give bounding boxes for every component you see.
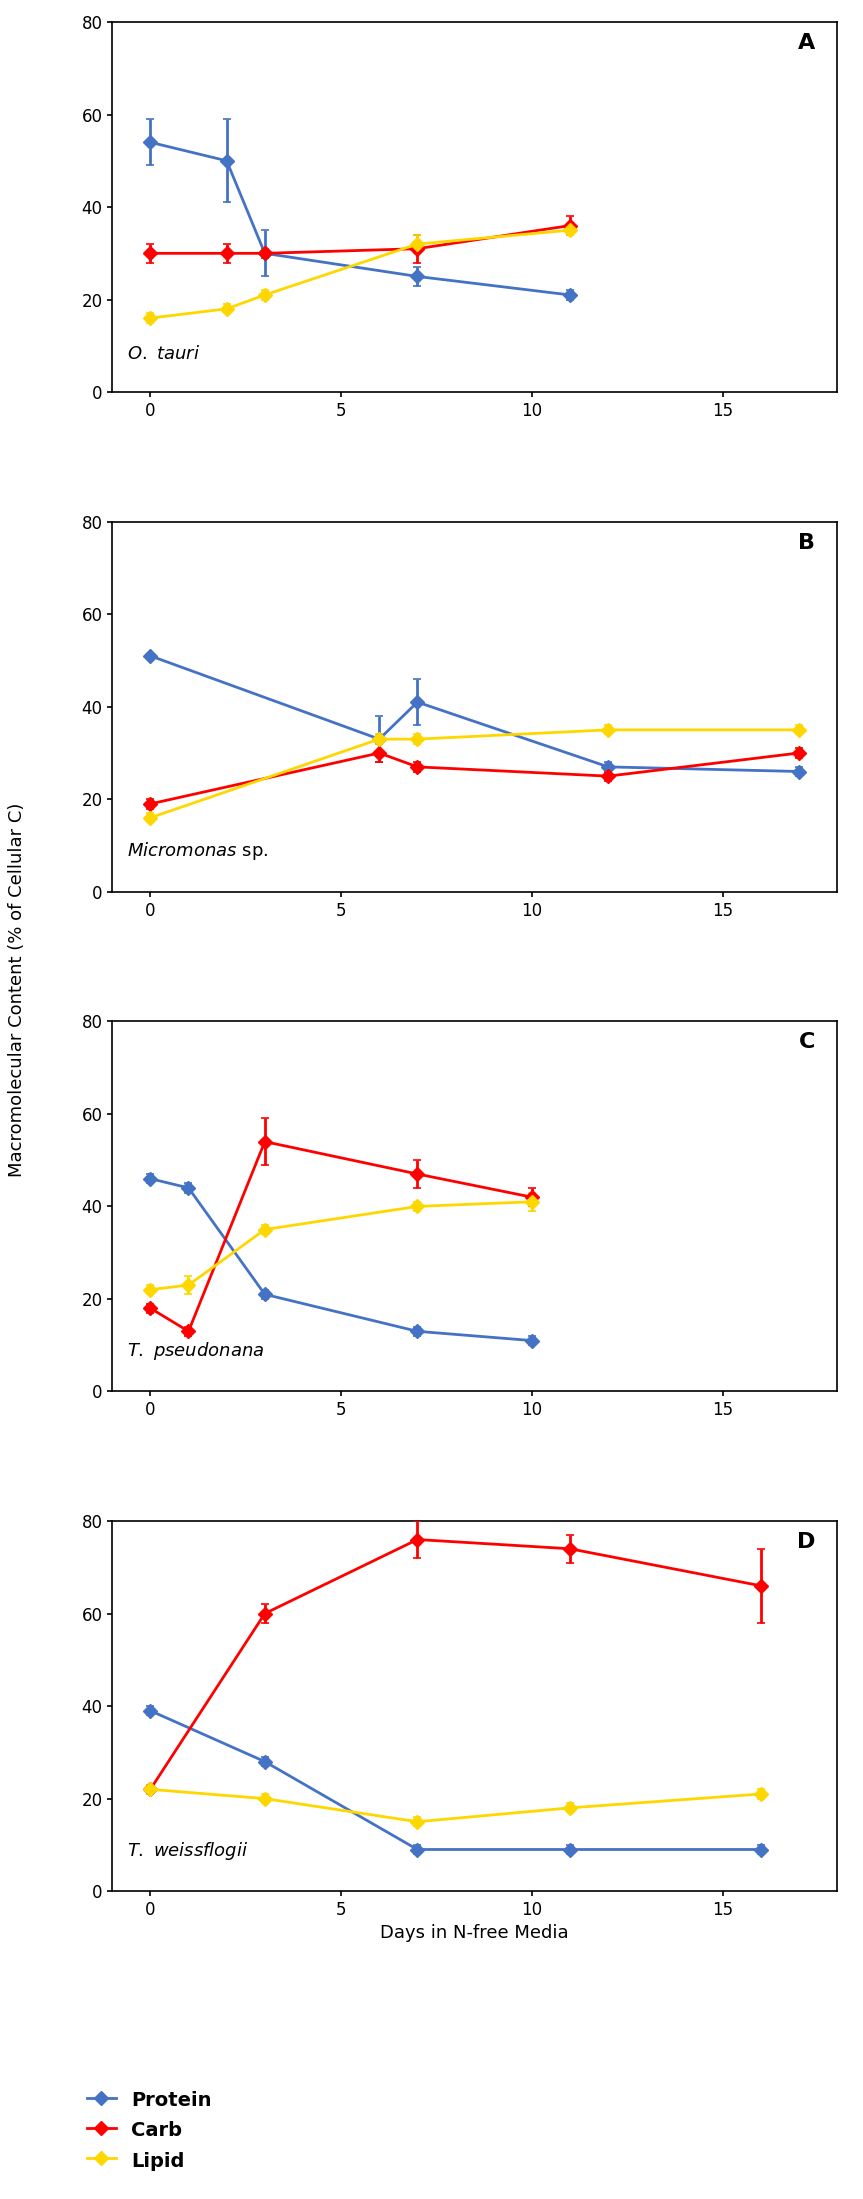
- Text: C: C: [799, 1034, 816, 1053]
- Text: A: A: [798, 33, 816, 53]
- Text: $\it{Micromonas}$ sp.: $\it{Micromonas}$ sp.: [127, 840, 268, 862]
- Text: $\it{T.\ weissflogii}$: $\it{T.\ weissflogii}$: [127, 1841, 248, 1863]
- Text: D: D: [797, 1533, 816, 1552]
- Text: Macromolecular Content (% of Cellular C): Macromolecular Content (% of Cellular C): [9, 803, 26, 1176]
- Legend: Protein, Carb, Lipid: Protein, Carb, Lipid: [79, 2082, 219, 2179]
- X-axis label: Days in N-free Media: Days in N-free Media: [381, 1924, 569, 1942]
- Text: $\it{T.\ pseudonana}$: $\it{T.\ pseudonana}$: [127, 1339, 264, 1361]
- Text: $\it{O.\ tauri}$: $\it{O.\ tauri}$: [127, 345, 199, 363]
- Text: B: B: [798, 532, 816, 552]
